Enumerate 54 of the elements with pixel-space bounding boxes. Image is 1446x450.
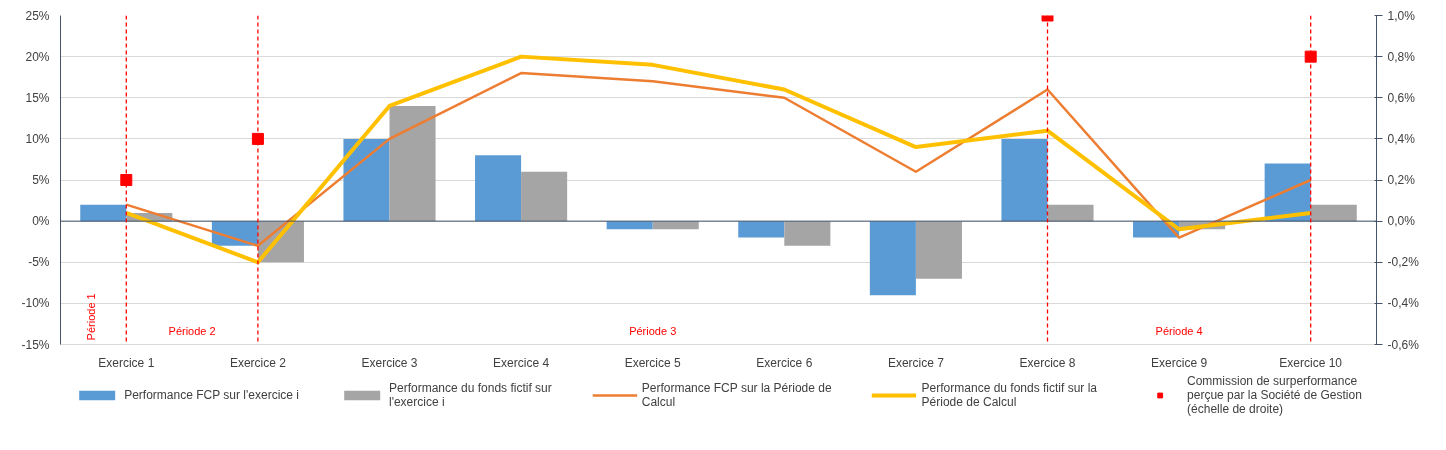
x-tick-label: Exercice 5	[624, 355, 682, 370]
y2-tick-label: 1,0%	[1387, 8, 1416, 23]
point	[251, 132, 264, 145]
y-tick-label: -5%	[28, 255, 50, 270]
y-tick-label: 20%	[25, 49, 50, 64]
y2-tick-label: -0,4%	[1387, 296, 1420, 311]
x-tick-label: Exercice 10	[1279, 355, 1343, 370]
y-tick-label: 0%	[32, 214, 50, 229]
bar	[869, 221, 916, 296]
bar	[389, 105, 436, 222]
bar	[521, 171, 568, 222]
bar	[1047, 204, 1094, 222]
bar	[80, 204, 127, 222]
annotation: Période 3	[629, 324, 677, 337]
y2-tick-label: 0,6%	[1387, 90, 1416, 105]
line-series	[125, 71, 1312, 248]
y2-tick-label: 0,8%	[1387, 49, 1416, 64]
y2-tick-label: 0,0%	[1387, 214, 1416, 229]
y-tick-label: 10%	[25, 131, 50, 146]
bar	[784, 221, 831, 246]
y-tick-label: 15%	[25, 90, 50, 105]
bar	[1001, 138, 1048, 222]
x-tick-label: Exercice 3	[361, 355, 418, 370]
x-tick-label: Exercice 2	[229, 355, 287, 370]
legend-label: Performance du fonds fictif sur la Période de Calcul	[921, 381, 1098, 409]
line-series	[124, 54, 1313, 265]
legend-label: Performance FCP sur la Période de Calcul	[641, 381, 832, 409]
bar	[738, 221, 785, 238]
bar	[1310, 204, 1357, 222]
bar	[343, 138, 390, 222]
y-tick-label: -10%	[21, 296, 50, 311]
x-tick-label: Exercice 7	[887, 355, 945, 370]
y2-tick-label: 0,2%	[1387, 173, 1416, 187]
annotation: Période 1	[84, 293, 97, 341]
y-tick-label: -15%	[21, 337, 50, 352]
y2-tick-label: -0,6%	[1387, 337, 1420, 352]
y2-tick-label: 0,4%	[1387, 131, 1416, 146]
x-tick-label: Exercice 6	[756, 355, 813, 370]
x-tick-label: Exercice 4	[493, 355, 550, 370]
point	[120, 174, 133, 186]
legend-label: Performance du fonds fictif sur l'exercice i	[388, 381, 552, 409]
bar	[475, 155, 522, 222]
legend-label: Commission de surperformance perçue par la Société de Gestion (échelle de droite)	[1187, 374, 1362, 416]
y-tick-label: 5%	[32, 173, 50, 187]
x-tick-label: Exercice 8	[1019, 355, 1076, 370]
annotation: Période 2	[168, 324, 216, 337]
bar	[915, 221, 962, 279]
y2-tick-label: -0,2%	[1387, 255, 1420, 270]
legend-label: Performance FCP sur l'exercice i	[124, 388, 299, 402]
point	[1304, 50, 1317, 63]
x-tick-label: Exercice 9	[1151, 355, 1208, 370]
x-tick-label: Exercice 1	[98, 355, 155, 370]
annotation: Période 4	[1155, 324, 1203, 337]
y-tick-label: 25%	[25, 8, 50, 23]
